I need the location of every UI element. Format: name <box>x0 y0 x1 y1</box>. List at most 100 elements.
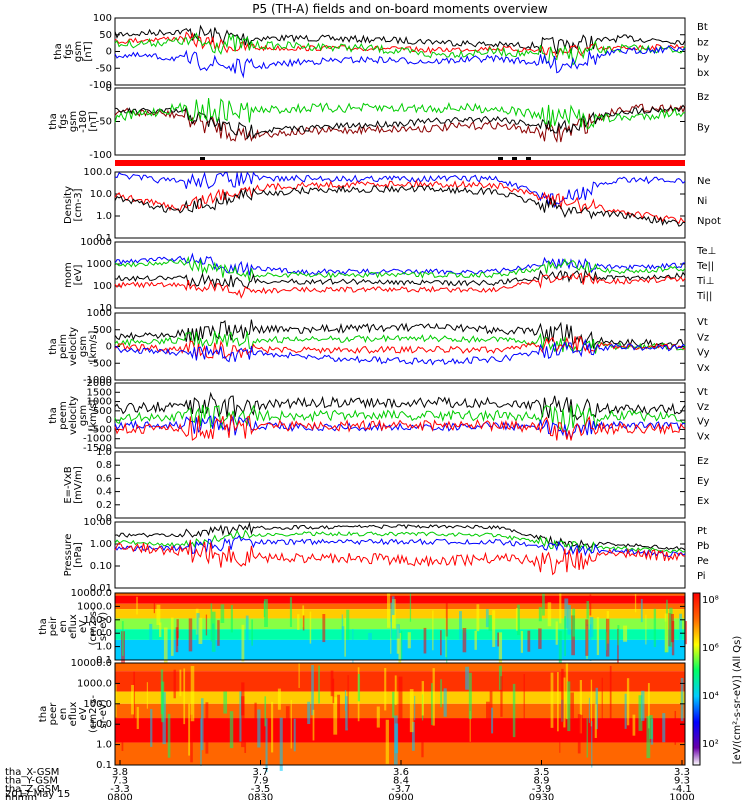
spectrogram-streak <box>318 665 320 704</box>
y-tick-label: 0.1 <box>96 655 112 666</box>
spectrogram-streak <box>624 693 627 729</box>
y-tick-label: -100 <box>89 80 112 91</box>
x-axis-value: 0900 <box>388 793 413 800</box>
spectrogram-streak <box>396 625 400 654</box>
panel-temperature: 10000 1000 100 10 mom [eV] Te⊥ Te|| Ti⊥ Ti|| <box>63 237 716 314</box>
spectrogram-streak <box>220 604 225 623</box>
spectrogram-streak <box>462 628 467 653</box>
spectrogram-streak <box>293 718 296 752</box>
x-axis-value: -3.7 <box>391 784 411 795</box>
y-tick-label: 100 <box>93 13 112 24</box>
spectrogram-streak <box>538 628 542 649</box>
series-trace <box>114 45 686 79</box>
series-trace <box>114 338 686 366</box>
y-axis-label: peim <box>58 334 69 359</box>
y-tick-label: 1000.0 <box>77 601 112 612</box>
y-tick-label: 10.0 <box>90 719 112 730</box>
spectrogram-streak <box>241 682 245 716</box>
spectrogram-streak <box>596 616 600 656</box>
spectrogram-band <box>115 595 685 604</box>
series-trace <box>114 24 686 55</box>
y-tick-label: 1.0 <box>96 211 112 222</box>
x-axis-value: 0800 <box>107 793 132 800</box>
spectrogram-streak <box>392 691 395 718</box>
spectrogram-streak <box>264 696 267 727</box>
y-axis-label: (cm2-s- <box>88 695 99 733</box>
spectrogram-streak <box>133 671 135 728</box>
spectrogram-streak <box>161 681 165 723</box>
y-axis-label: gsm <box>78 336 89 357</box>
colorbar-tick-label: 10⁴ <box>702 691 719 702</box>
spectrogram-streak <box>198 617 203 644</box>
mode-bar <box>115 160 685 166</box>
series-trace <box>114 98 686 130</box>
spectrogram-streak <box>491 707 494 734</box>
y-axis-label: tha <box>38 706 49 722</box>
x-axis-value: 3.5 <box>534 767 550 778</box>
y-axis-label: gsm <box>73 41 84 62</box>
y-tick-label: 0.10 <box>90 561 112 572</box>
spectrogram-streak <box>492 610 496 647</box>
colorbar: 10⁸ 10⁶ 10⁴ 10² [eV/(cm²-s-sr-eV)] (All Qs) <box>692 592 743 766</box>
legend-entry: Ey <box>697 476 709 487</box>
spectrogram-streak <box>459 611 462 640</box>
spectrogram-streak <box>153 597 156 614</box>
spectrogram-streak <box>431 683 433 725</box>
y-tick-label: 0.1 <box>96 233 112 244</box>
y-axis-label: [km/s] <box>88 330 99 362</box>
x-axis-value: 7.9 <box>253 776 269 787</box>
spectrogram-streak <box>440 630 442 656</box>
spectrogram-streak <box>586 600 589 619</box>
spectrogram-band <box>115 609 685 619</box>
y-tick-label: -50 <box>96 63 112 74</box>
panel-frame <box>114 521 686 589</box>
spectrogram-streak <box>347 675 349 729</box>
spectrogram-streak <box>271 701 274 753</box>
legend-entry: Vt <box>697 317 708 328</box>
series-trace <box>114 171 686 209</box>
y-tick-label: 10.00 <box>83 517 112 528</box>
y-axis-label: tha <box>48 338 59 354</box>
spectrogram-streak <box>674 710 677 745</box>
y-tick-label: 50 <box>99 30 112 41</box>
spectrogram-streak <box>297 614 300 630</box>
spectrogram-streak <box>679 613 682 643</box>
x-axis-value: 3.7 <box>253 767 269 778</box>
spectrogram-streak <box>567 681 571 732</box>
spectrogram-streak <box>241 696 245 748</box>
series-trace <box>114 331 686 354</box>
spectrogram-streak <box>217 620 220 646</box>
spectrogram-streak <box>550 672 554 728</box>
y-axis-label: tha <box>48 407 59 423</box>
spectrogram-streak <box>565 663 569 720</box>
spectrogram-streak <box>298 663 300 688</box>
x-axis-row-label: tha_Z-GSM <box>5 784 60 795</box>
x-axis-value: -3.9 <box>532 784 552 795</box>
spectrogram-streak <box>440 679 442 708</box>
spectrogram-streak <box>333 697 338 735</box>
y-tick-label: 100 <box>93 281 112 292</box>
y-tick-label: -500 <box>89 358 112 369</box>
figure-title: P5 (TH-A) fields and on-board moments ov… <box>252 2 548 16</box>
spectrogram-streak <box>563 677 566 728</box>
y-axis-label: -180 <box>78 110 89 133</box>
spectrogram-streak <box>601 677 603 721</box>
y-tick-label: -1000 <box>83 434 112 445</box>
spectrogram-streak <box>649 715 653 739</box>
spectrogram-streak <box>190 714 193 763</box>
x-axis-value: 8.9 <box>534 776 550 787</box>
legend-entry: Bz <box>697 92 709 103</box>
spectrogram-streak <box>211 611 216 652</box>
spectrogram-streak <box>368 632 372 657</box>
spectrogram-streak <box>500 676 503 717</box>
x-axis-row-label: hhmm <box>5 793 37 800</box>
y-axis-label: gsm <box>68 111 79 132</box>
spectrogram-streak <box>572 608 576 637</box>
spectrogram-streak <box>664 613 669 653</box>
x-axis-value: 8.4 <box>393 776 409 787</box>
spectrogram-streak <box>398 633 402 663</box>
y-axis-label: eV <box>78 620 89 633</box>
x-axis-row-label: tha_X-GSM <box>5 767 59 778</box>
panel-peir_spec: 10000.0 1000.0 100.0 10.0 1.0 0.1 tha peir en efl… <box>38 588 688 671</box>
spectrogram-band <box>115 618 685 630</box>
